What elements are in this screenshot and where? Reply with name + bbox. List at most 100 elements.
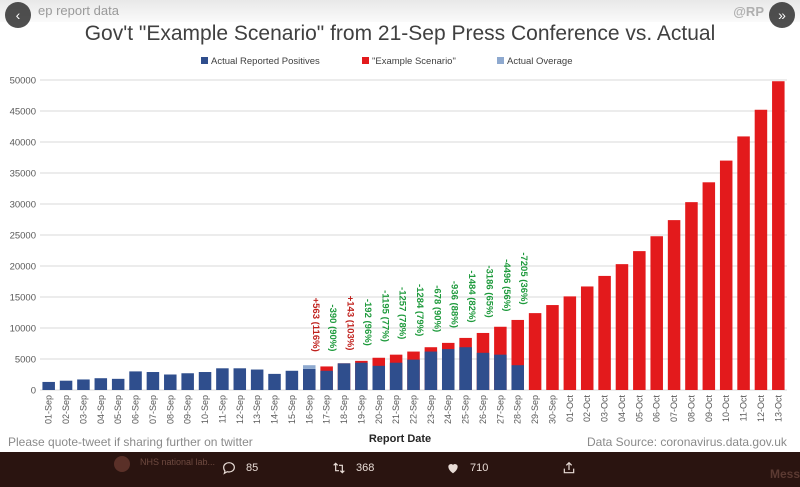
y-tick-label: 10000 xyxy=(10,324,36,335)
legend-label: "Example Scenario" xyxy=(372,56,456,67)
actual-bar xyxy=(77,379,90,390)
next-image-button[interactable]: » xyxy=(769,2,795,28)
caption-strip: ep report data @RP xyxy=(0,0,800,22)
data-annotation: -936 (88%) xyxy=(449,281,460,328)
x-tick-label: 18-Sep xyxy=(339,395,349,424)
scenario-bar xyxy=(719,160,733,390)
x-tick-label: 17-Sep xyxy=(322,395,332,424)
scenario-bar xyxy=(580,286,594,390)
actual-bar xyxy=(511,365,524,390)
scenario-bar xyxy=(528,313,542,390)
scenario-bar xyxy=(563,296,577,390)
x-axis-label: Report Date xyxy=(369,433,431,445)
share-button[interactable] xyxy=(561,460,577,476)
legend-label: Actual Reported Positives xyxy=(211,56,320,67)
x-tick-label: 03-Oct xyxy=(600,395,610,423)
x-tick-label: 05-Sep xyxy=(113,395,123,424)
actual-bar xyxy=(407,359,420,390)
scenario-bar xyxy=(598,275,611,390)
x-tick-label: 01-Sep xyxy=(44,395,54,424)
scenario-bar xyxy=(772,81,785,391)
actual-bar xyxy=(355,362,368,390)
x-tick-label: 06-Sep xyxy=(131,395,141,424)
actual-bar xyxy=(268,373,281,390)
actual-bar xyxy=(146,372,160,390)
retweet-button[interactable]: 368 xyxy=(331,460,374,476)
heart-icon xyxy=(448,464,458,474)
x-tick-label: 09-Oct xyxy=(704,395,714,423)
data-annotation: -1195 (77%) xyxy=(379,290,390,342)
reply-button[interactable]: 85 xyxy=(221,460,258,476)
x-tick-label: 14-Sep xyxy=(270,395,280,424)
chart-image: ep report data @RP Gov't "Example Scenar… xyxy=(0,0,800,452)
data-annotation: -1257 (78%) xyxy=(397,287,408,339)
y-tick-label: 0 xyxy=(31,386,36,397)
actual-bar xyxy=(216,368,229,390)
like-button[interactable]: 710 xyxy=(445,460,488,476)
y-tick-label: 40000 xyxy=(10,138,36,149)
reply-icon xyxy=(223,462,235,475)
x-tick-label: 01-Oct xyxy=(565,395,575,423)
data-annotation: +143 (103%) xyxy=(345,296,356,351)
data-annotation: -1284 (79%) xyxy=(414,284,425,336)
x-tick-label: 04-Sep xyxy=(96,395,106,424)
scenario-bar xyxy=(702,182,716,390)
data-annotation: -7205 (36%) xyxy=(518,252,529,304)
scenario-bar xyxy=(546,305,559,390)
x-tick-label: 12-Oct xyxy=(756,395,766,423)
data-annotation: -390 (90%) xyxy=(327,304,338,351)
x-tick-label: 21-Sep xyxy=(391,395,401,424)
actual-bar xyxy=(337,363,351,390)
x-tick-label: 10-Sep xyxy=(200,395,210,424)
x-tick-label: 12-Sep xyxy=(235,395,245,424)
x-tick-label: 02-Sep xyxy=(61,395,71,424)
actual-bar xyxy=(372,365,386,390)
x-tick-label: 29-Sep xyxy=(530,395,540,424)
bar-chart: Gov't "Example Scenario" from 21-Sep Pre… xyxy=(10,22,787,445)
retweet-icon xyxy=(333,462,345,474)
x-tick-label: 26-Sep xyxy=(478,395,488,424)
source-caption: ep report data xyxy=(38,3,119,18)
y-tick-label: 20000 xyxy=(10,262,36,273)
actual-bar xyxy=(303,368,316,390)
double-chevron-right-icon: » xyxy=(778,7,786,23)
actual-bar xyxy=(441,349,455,390)
data-source: Data Source: coronavirus.data.gov.uk xyxy=(587,435,787,449)
x-tick-label: 15-Sep xyxy=(287,395,297,424)
actual-bar xyxy=(320,370,333,390)
x-tick-label: 04-Oct xyxy=(617,395,627,423)
reply-count: 85 xyxy=(246,462,259,474)
actual-bar xyxy=(389,362,403,390)
x-tick-label: 08-Oct xyxy=(686,395,696,423)
background-avatar xyxy=(114,456,130,472)
footer-note: Please quote-tweet if sharing further on… xyxy=(8,435,253,449)
legend-label: Actual Overage xyxy=(507,56,572,67)
actual-bar xyxy=(164,374,177,390)
x-tick-label: 27-Sep xyxy=(495,395,505,424)
actual-bar xyxy=(94,378,108,390)
scenario-bar xyxy=(615,264,629,390)
x-tick-label: 03-Sep xyxy=(78,395,88,424)
actual-bar xyxy=(129,371,142,390)
actual-bar xyxy=(111,378,125,390)
x-tick-label: 07-Oct xyxy=(669,395,679,423)
x-tick-label: 08-Sep xyxy=(165,395,175,424)
x-tick-label: 13-Sep xyxy=(252,395,262,424)
retweet-count: 368 xyxy=(356,462,375,474)
x-tick-label: 22-Sep xyxy=(409,395,419,424)
y-tick-label: 50000 xyxy=(10,76,36,87)
data-annotation: +563 (116%) xyxy=(310,298,321,352)
actual-bar xyxy=(424,351,438,390)
data-annotation: -1484 (82%) xyxy=(466,270,477,322)
x-tick-label: 28-Sep xyxy=(513,395,523,424)
x-tick-label: 11-Sep xyxy=(217,395,227,423)
x-tick-label: 06-Oct xyxy=(652,395,662,423)
chart-title: Gov't "Example Scenario" from 21-Sep Pre… xyxy=(85,22,716,45)
x-tick-label: 23-Sep xyxy=(426,395,436,424)
x-tick-label: 13-Oct xyxy=(773,395,783,423)
scenario-bar xyxy=(633,251,646,390)
x-tick-label: 11-Oct xyxy=(739,395,749,422)
previous-image-button[interactable]: ‹ xyxy=(5,2,31,28)
scenario-bar xyxy=(685,202,698,390)
